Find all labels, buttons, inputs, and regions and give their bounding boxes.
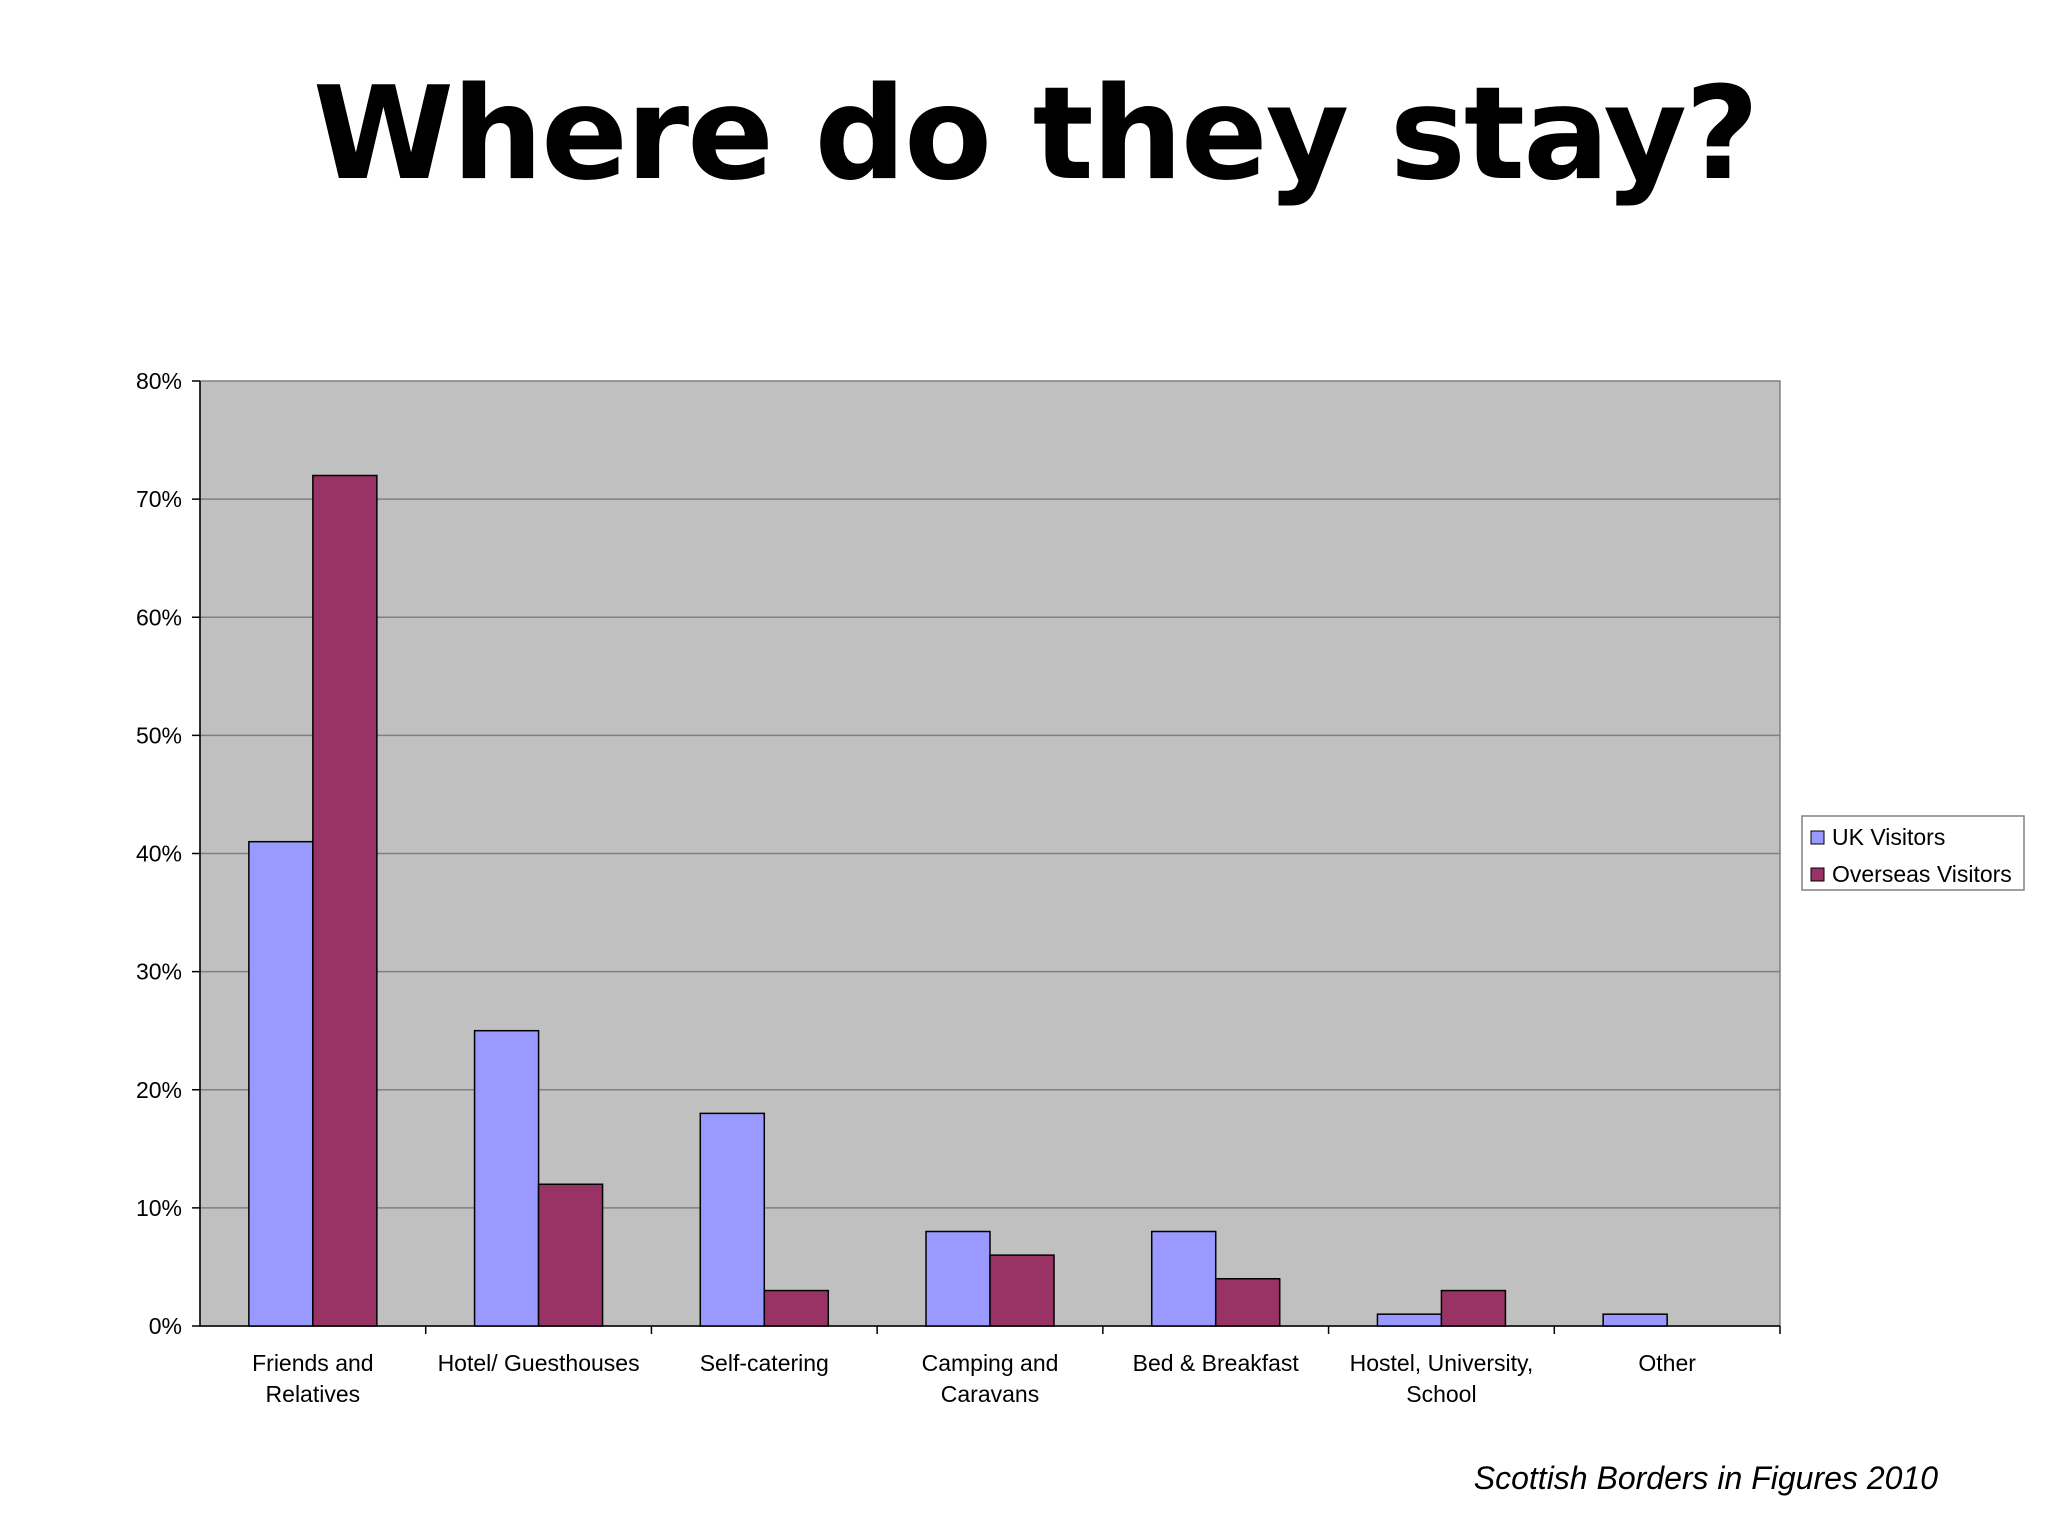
y-tick-label: 40% xyxy=(136,841,182,867)
y-tick-label: 50% xyxy=(136,722,182,748)
bar-overseas-visitors xyxy=(537,1183,604,1327)
legend-swatch xyxy=(1810,830,1825,845)
x-category-label: Camping and xyxy=(922,1350,1059,1376)
slide-title: Where do they stay? xyxy=(312,60,1759,209)
bar-overseas-visitors xyxy=(1214,1278,1281,1327)
y-tick-label: 30% xyxy=(136,959,182,985)
y-tick-label: 80% xyxy=(136,368,182,394)
bar-uk-visitors xyxy=(699,1112,766,1327)
bar-overseas-visitors xyxy=(763,1289,830,1327)
y-tick-label: 20% xyxy=(136,1077,182,1103)
y-tick-label: 60% xyxy=(136,604,182,630)
x-category-label: Bed & Breakfast xyxy=(1133,1350,1300,1376)
bar-overseas-visitors xyxy=(312,474,378,1327)
bar-overseas-visitors xyxy=(989,1254,1055,1327)
bar-uk-visitors xyxy=(925,1230,991,1327)
legend-label: UK Visitors xyxy=(1832,824,1945,850)
y-tick-label: 70% xyxy=(136,486,182,512)
bar-uk-visitors xyxy=(1376,1313,1443,1327)
x-category-label: Caravans xyxy=(941,1381,1039,1407)
x-category-label: Friends and xyxy=(252,1350,373,1376)
x-category-label: Hotel/ Guesthouses xyxy=(438,1350,640,1376)
x-category-label: Relatives xyxy=(266,1381,361,1407)
x-category-label: Hostel, University, xyxy=(1350,1350,1534,1376)
legend xyxy=(1801,815,2025,891)
bar-uk-visitors xyxy=(1602,1313,1668,1327)
y-tick-label: 0% xyxy=(149,1313,182,1339)
bar-uk-visitors xyxy=(248,840,314,1327)
legend-swatch xyxy=(1810,867,1825,882)
bar-uk-visitors xyxy=(473,1029,540,1327)
bar-overseas-visitors xyxy=(1440,1289,1507,1327)
x-category-label: School xyxy=(1406,1381,1476,1407)
source-note: Scottish Borders in Figures 2010 xyxy=(1473,1460,1938,1496)
bar-uk-visitors xyxy=(1150,1230,1217,1327)
x-category-label: Self-catering xyxy=(700,1350,829,1376)
legend-label: Overseas Visitors xyxy=(1832,861,2012,887)
x-category-label: Other xyxy=(1638,1350,1696,1376)
y-tick-label: 10% xyxy=(136,1195,182,1221)
